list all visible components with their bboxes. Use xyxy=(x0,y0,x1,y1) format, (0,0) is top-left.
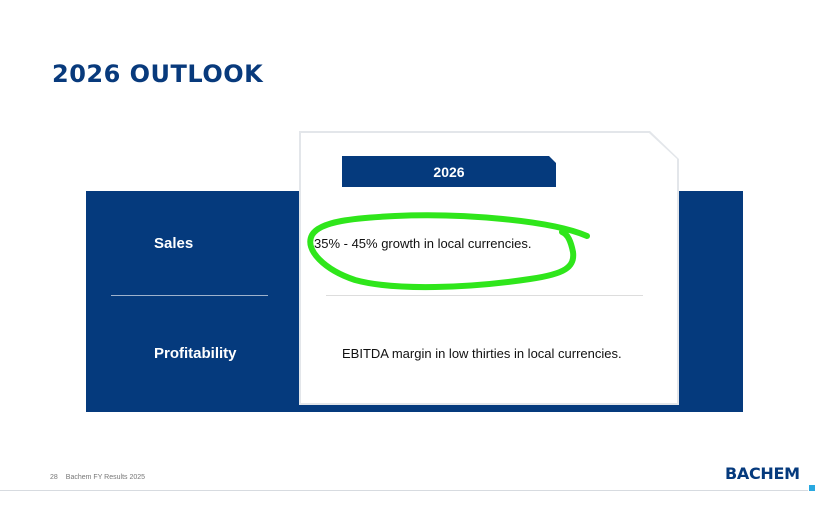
footer-divider xyxy=(0,490,808,491)
footer-text: Bachem FY Results 2025 xyxy=(65,474,146,481)
page-number: 28 xyxy=(50,474,58,481)
row-label-profitability: Profitability xyxy=(154,345,237,362)
row-value-sales: 35% - 45% growth in local currencies. xyxy=(314,236,532,251)
left-row-divider xyxy=(111,295,268,296)
column-header-2026: 2026 xyxy=(342,156,556,187)
bachem-logo: BACHEM xyxy=(725,464,800,483)
row-label-sales: Sales xyxy=(154,235,194,252)
footer-caption: 28 Bachem FY Results 2025 xyxy=(50,474,153,481)
green-highlight-circle xyxy=(307,212,590,291)
row-value-profitability: EBITDA margin in low thirties in local c… xyxy=(342,346,622,361)
corner-accent-mark xyxy=(809,485,815,491)
right-row-divider xyxy=(326,295,643,296)
slide-title: 2026 OUTLOOK xyxy=(52,60,264,88)
